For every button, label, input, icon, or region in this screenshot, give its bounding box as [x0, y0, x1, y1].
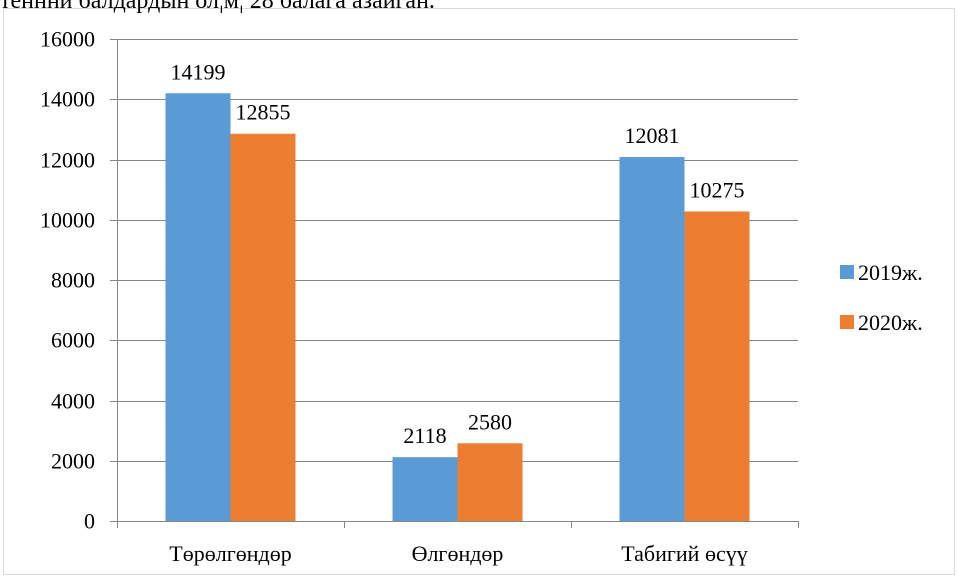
y-tick-label: 12000 [40, 148, 95, 173]
data-label: 2580 [468, 409, 512, 434]
legend-label: 2020ж. [858, 310, 923, 335]
legend: 2019ж. 2020ж. [840, 260, 923, 335]
data-label: 12081 [625, 123, 680, 148]
bar-2019-1 [392, 457, 458, 521]
y-tick-label: 2000 [51, 449, 95, 474]
legend-swatch [840, 265, 854, 279]
data-label: 10275 [690, 177, 745, 202]
data-labels: 14199 12855 2118 2580 12081 10275 [171, 59, 745, 448]
chart-frame [3, 8, 955, 575]
bar-2020-1 [457, 443, 523, 521]
y-tick-label: 0 [84, 509, 95, 534]
x-category-label: Өлгөндөр [412, 541, 504, 566]
y-tick-label: 16000 [40, 27, 95, 52]
header-text: теннни балдардын ол¦м¦ 28 балага азайган… [0, 0, 435, 14]
y-tick-label: 14000 [40, 87, 95, 112]
y-tick-label: 8000 [51, 268, 95, 293]
bar-2019-2 [619, 157, 685, 521]
y-tick-label: 10000 [40, 208, 95, 233]
bar-2020-0 [230, 133, 296, 522]
legend-label: 2019ж. [858, 260, 923, 285]
y-tick-label: 4000 [51, 389, 95, 414]
axes: 0 2000 4000 6000 8000 10000 12000 14000 16000 Төр… [40, 27, 799, 566]
bar-2019-0 [165, 93, 231, 521]
bar-2020-2 [684, 211, 750, 521]
y-tick-label: 6000 [51, 328, 95, 353]
legend-swatch [840, 315, 854, 329]
data-label: 12855 [236, 100, 291, 125]
x-category-label: Төрөлгөндөр [169, 541, 291, 566]
data-label: 14199 [171, 59, 226, 84]
x-category-label: Табигий өсүү [621, 541, 747, 566]
bars [165, 93, 750, 522]
data-label: 2118 [403, 423, 446, 448]
